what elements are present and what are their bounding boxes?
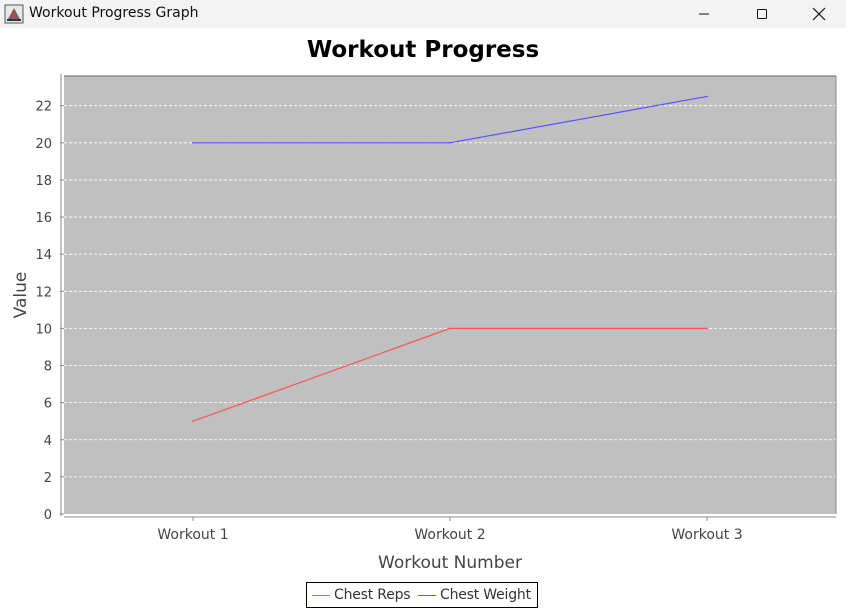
close-icon bbox=[812, 7, 825, 21]
legend-swatch-reps bbox=[312, 594, 330, 596]
y-tick-label-18: 18 bbox=[35, 174, 52, 189]
java-app-icon bbox=[4, 4, 24, 24]
y-tick-label-4: 4 bbox=[44, 434, 52, 449]
title-bar[interactable]: Workout Progress Graph bbox=[0, 0, 846, 28]
minimize-icon bbox=[699, 13, 709, 15]
y-tick-label-22: 22 bbox=[35, 100, 52, 115]
data-point-chest-reps-1 bbox=[192, 420, 194, 423]
data-point-chest-weight-3 bbox=[706, 95, 708, 98]
x-tick-label-1: Workout 1 bbox=[157, 527, 228, 543]
y-tick-label-6: 6 bbox=[44, 397, 52, 412]
y-tick-label-12: 12 bbox=[35, 285, 52, 300]
x-axis-label: Workout Number bbox=[378, 553, 522, 573]
data-point-chest-weight-1 bbox=[192, 142, 194, 144]
legend-label-reps: Chest Reps bbox=[334, 587, 411, 603]
chart-title: Workout Progress bbox=[307, 37, 539, 63]
y-tick-label-20: 20 bbox=[35, 137, 52, 152]
y-tick-label-14: 14 bbox=[35, 248, 52, 263]
data-point-chest-reps-3 bbox=[706, 327, 708, 330]
y-tick-label-16: 16 bbox=[35, 211, 52, 226]
chart-legend: Chest Reps Chest Weight bbox=[306, 582, 538, 608]
minimize-button[interactable] bbox=[675, 0, 733, 28]
maximize-icon bbox=[757, 9, 767, 19]
window-title: Workout Progress Graph bbox=[29, 5, 199, 21]
chart-panel: Workout Progress 0 2 4 6 8 10 12 14 16 18 20 22 Worko… bbox=[0, 28, 846, 610]
line-chart: Workout Progress 0 2 4 6 8 10 12 14 16 18 20 22 Worko… bbox=[11, 37, 837, 573]
y-tick-label-0: 0 bbox=[44, 508, 52, 523]
maximize-button[interactable] bbox=[733, 0, 791, 28]
legend-swatch-weight bbox=[418, 594, 436, 596]
legend-item-weight: Chest Weight bbox=[418, 587, 531, 603]
legend-item-reps: Chest Reps bbox=[312, 587, 411, 603]
y-tick-label-8: 8 bbox=[44, 360, 52, 375]
x-tick-label-3: Workout 3 bbox=[671, 527, 742, 543]
y-axis-label: Value bbox=[11, 272, 31, 319]
close-button[interactable] bbox=[791, 0, 846, 28]
data-point-chest-reps-2 bbox=[449, 327, 451, 330]
y-tick-label-2: 2 bbox=[44, 471, 52, 486]
legend-label-weight: Chest Weight bbox=[440, 587, 531, 603]
x-tick-label-2: Workout 2 bbox=[414, 527, 485, 543]
y-tick-label-10: 10 bbox=[35, 322, 52, 337]
data-point-chest-weight-2 bbox=[449, 142, 451, 144]
plot-background bbox=[64, 76, 836, 514]
